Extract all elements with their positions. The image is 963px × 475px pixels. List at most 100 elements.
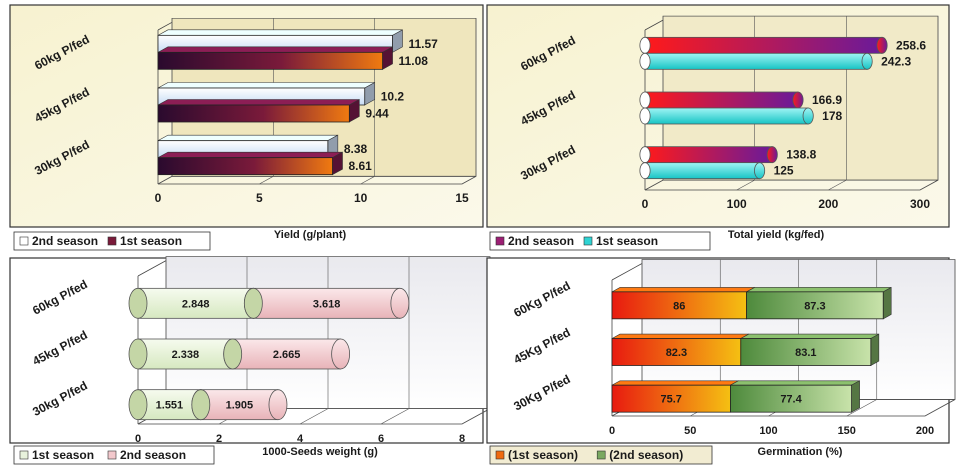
bar-b-end-cap (754, 162, 766, 180)
bar-b (644, 162, 760, 180)
data-label: 138.8 (786, 148, 816, 162)
side-edge (157, 21, 173, 31)
bar-b-end-cap (802, 107, 814, 125)
bar-a (644, 146, 773, 164)
data-label: 8.38 (344, 142, 368, 156)
x-axis-title: 1000-Seeds weight (g) (262, 446, 378, 458)
x-tick-label: 0 (609, 425, 615, 437)
legend-swatch (495, 450, 505, 460)
data-label: 166.9 (812, 93, 842, 107)
bar-s2-top (746, 287, 892, 293)
data-label: 87.3 (804, 300, 825, 312)
data-label: 242.3 (881, 54, 911, 68)
data-label: 125 (774, 164, 794, 178)
x-tick-label: 100 (727, 197, 747, 211)
bar-s2 (200, 389, 279, 421)
bar-s2-start-cap (191, 389, 211, 421)
bar-s2-end-cap (268, 389, 288, 421)
bar-b-end-cap (861, 52, 873, 70)
data-label: 82.3 (666, 347, 687, 359)
data-label: 178 (822, 109, 842, 123)
bar-s1 (611, 384, 731, 413)
bar-s1-start-cap (128, 287, 148, 319)
legend-swatch (19, 236, 29, 246)
bar-a-top (157, 134, 338, 141)
data-label: 77.4 (780, 394, 802, 406)
x-tick-label: 15 (455, 191, 469, 205)
gridline-floor (461, 408, 491, 425)
data-label: 86 (673, 300, 685, 312)
bar-b-top (157, 151, 343, 158)
bar-a-end-cap (766, 146, 778, 164)
x-tick-label: 2 (216, 433, 222, 445)
x-tick-label: 5 (256, 191, 263, 205)
data-label: 1.551 (156, 400, 184, 412)
data-label: 3.618 (313, 298, 341, 310)
gridline-floor (736, 179, 755, 191)
data-label: 10.2 (381, 90, 405, 104)
data-label: 258.6 (896, 38, 926, 52)
gridline-floor (259, 176, 274, 185)
data-label: 75.7 (661, 394, 682, 406)
bar-s2-top (730, 380, 860, 386)
side-edge (644, 19, 664, 31)
data-label: 2.338 (172, 349, 200, 361)
bar-b-top (157, 99, 360, 106)
x-axis-title: Yield (g/plant) (274, 229, 347, 241)
x-tick-label: 150 (838, 425, 856, 437)
legend-label: 1st season (32, 448, 94, 462)
legend-label: 2nd season (508, 234, 574, 248)
gridline-floor (828, 179, 847, 191)
bar-a-end-cap (876, 36, 888, 54)
bar-b (157, 157, 333, 176)
side-edge (137, 260, 167, 277)
bar-s1-top (611, 380, 739, 386)
legend-label: 2nd season (32, 234, 98, 248)
bar-s2-end (870, 333, 880, 367)
bar-s1-start-cap (128, 389, 148, 421)
bar-s2-end (851, 380, 860, 413)
x-tick-label: 8 (459, 433, 465, 445)
bar-a (644, 91, 799, 109)
x-tick-label: 0 (642, 197, 649, 211)
bar-b-start-cap (639, 162, 651, 180)
legend-swatch (107, 450, 117, 460)
data-label: 2.665 (273, 349, 301, 361)
bar-s1 (611, 291, 747, 320)
bar-b-start-cap (639, 52, 651, 70)
x-tick-label: 4 (297, 433, 304, 445)
bar-a-start-cap (639, 36, 651, 54)
bar-s2-start-cap (223, 338, 243, 370)
bar-s2 (746, 291, 884, 320)
legend-swatch (19, 450, 29, 460)
bar-s1 (137, 389, 202, 421)
x-tick-label: 6 (378, 433, 384, 445)
legend-label: 1st season (120, 234, 182, 248)
bar-b-start-cap (639, 107, 651, 125)
bar-a-end-cap (792, 91, 804, 109)
gridline-floor (461, 176, 477, 185)
side-edge (611, 263, 643, 281)
legend-swatch (596, 450, 606, 460)
bar-s1-start-cap (128, 338, 148, 370)
data-label: 83.1 (795, 347, 816, 359)
bar-s2 (730, 384, 853, 413)
bar-s2 (232, 338, 342, 370)
x-tick-label: 50 (684, 425, 696, 437)
legend-label: (1st season) (508, 448, 578, 462)
gridline-floor (644, 179, 664, 191)
x-tick-label: 100 (759, 425, 777, 437)
legend-label: 1st season (596, 234, 658, 248)
bar-a-start-cap (639, 91, 651, 109)
bar-s2 (740, 338, 872, 366)
data-label: 2.848 (182, 298, 210, 310)
bar-b (157, 51, 383, 70)
bar-s2-end (882, 286, 892, 320)
bar-s2-end-cap (390, 287, 410, 319)
legend-swatch (107, 236, 117, 246)
gridline-floor (919, 179, 939, 191)
